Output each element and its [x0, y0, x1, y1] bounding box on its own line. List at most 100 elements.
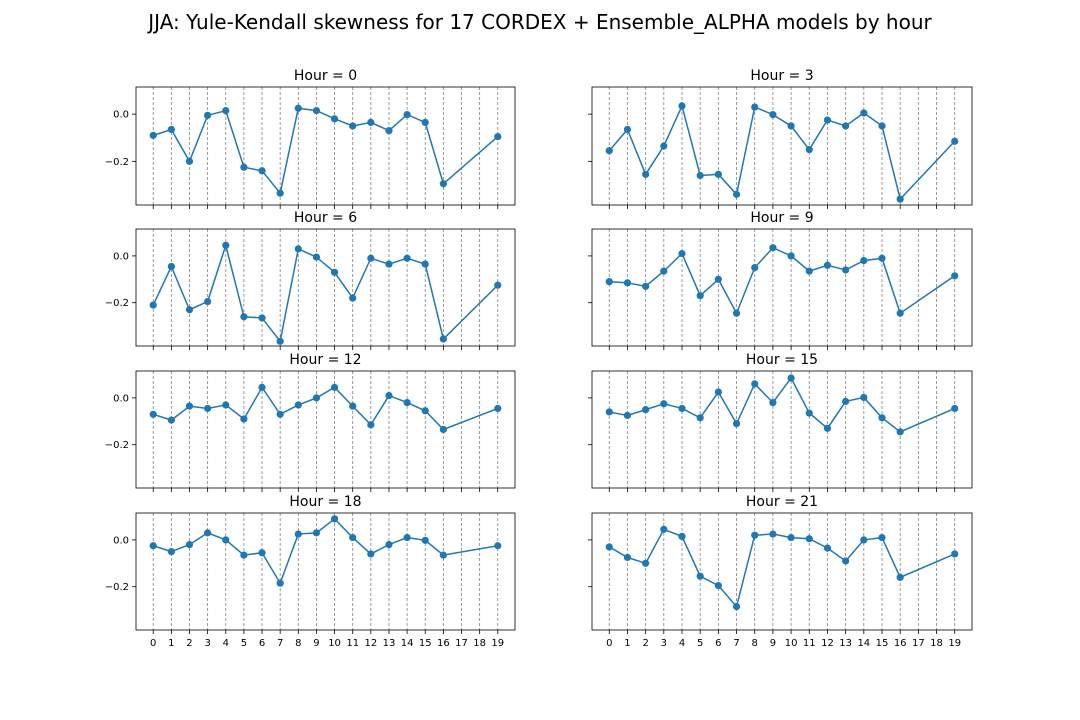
panel-title: Hour = 21	[746, 494, 818, 510]
y-tick-label: −0.2	[105, 298, 129, 309]
data-point	[258, 549, 266, 557]
data-point	[805, 535, 813, 543]
data-point	[185, 540, 194, 549]
x-tick-label: 9	[313, 638, 319, 649]
axes-frame	[591, 512, 973, 631]
data-point	[204, 111, 212, 119]
x-tick-label: 11	[803, 638, 816, 649]
data-point	[896, 309, 904, 317]
data-point	[823, 544, 832, 552]
data-point	[623, 411, 632, 420]
data-point	[860, 109, 868, 117]
y-tick-label: −0.2	[105, 440, 129, 451]
data-point	[294, 104, 302, 112]
data-point	[494, 132, 502, 141]
panel-6: Hour = 15	[588, 352, 973, 492]
panel-title: Hour = 18	[289, 494, 361, 510]
x-tick-label: 5	[697, 638, 703, 649]
x-tick-label: 15	[876, 638, 889, 649]
x-tick-label: 17	[912, 638, 925, 649]
data-point	[185, 306, 194, 314]
data-point	[751, 380, 759, 388]
data-point	[605, 278, 613, 286]
data-point	[842, 122, 850, 130]
series-line	[608, 528, 956, 609]
y-tick-label: 0.0	[113, 393, 129, 404]
x-tick-label: 0	[606, 638, 612, 649]
panel-3: 0.0 −0.2 Hour = 6	[105, 210, 516, 350]
x-tick-label: 18	[473, 638, 486, 649]
data-point	[385, 540, 393, 549]
x-tick-label: 4	[223, 638, 229, 649]
data-point	[951, 550, 959, 558]
data-point	[751, 264, 759, 272]
x-tick-label: 5	[241, 638, 247, 649]
data-point	[787, 252, 795, 260]
data-point	[787, 122, 795, 130]
x-tick-label: 16	[437, 638, 450, 649]
x-tick-label: 16	[894, 638, 907, 649]
data-point	[494, 404, 502, 413]
data-point	[605, 147, 613, 155]
data-point	[623, 279, 632, 287]
data-point	[860, 256, 868, 265]
data-point	[258, 383, 266, 391]
data-point	[951, 404, 959, 413]
data-point	[222, 107, 230, 115]
data-point	[149, 542, 157, 550]
data-point	[696, 414, 704, 422]
data-point	[805, 409, 813, 417]
data-point	[605, 408, 613, 416]
data-point	[787, 533, 795, 542]
x-tick-label: 6	[715, 638, 721, 649]
data-point	[714, 170, 722, 178]
y-tick-label: 0.0	[113, 251, 129, 262]
data-point	[823, 424, 832, 432]
series-line	[608, 103, 956, 201]
data-point	[276, 410, 284, 418]
data-point	[403, 254, 411, 262]
data-point	[330, 268, 339, 276]
data-point	[240, 551, 248, 559]
data-point	[349, 122, 357, 130]
data-point	[149, 131, 157, 139]
panel-2: Hour = 3	[588, 68, 973, 209]
x-tick-label: 14	[857, 638, 870, 649]
series-line	[152, 517, 498, 585]
x-tick-label: 10	[785, 638, 798, 649]
data-point	[149, 301, 157, 309]
data-point	[751, 103, 759, 111]
series-line	[609, 246, 956, 316]
data-point	[769, 398, 777, 407]
data-point	[403, 533, 411, 542]
data-point	[240, 415, 248, 423]
data-point	[678, 249, 686, 258]
data-point	[294, 401, 302, 409]
x-tick-label: 9	[770, 638, 776, 649]
axes-frame	[135, 228, 516, 347]
data-point	[204, 529, 212, 537]
data-point	[349, 402, 357, 410]
x-tick-label: 14	[401, 638, 414, 649]
data-point	[385, 260, 393, 268]
data-point	[660, 142, 668, 150]
data-point	[294, 245, 302, 253]
data-point	[330, 515, 339, 523]
panel-7: 0 1 2 3 4 5 6 7 8 9 10 11 12 13 14 15 16 17 18 190.0−0.2Hou…	[105, 494, 516, 649]
data-point	[222, 536, 230, 544]
data-point	[860, 393, 868, 402]
x-tick-label: 19	[948, 638, 961, 649]
data-point	[167, 262, 175, 271]
data-point	[678, 404, 686, 413]
data-point	[367, 254, 375, 262]
data-point	[642, 170, 650, 178]
panel-title: Hour = 15	[746, 352, 818, 368]
data-point	[312, 394, 321, 402]
data-point	[312, 529, 321, 537]
data-point	[349, 294, 357, 302]
x-tick-label: 12	[364, 638, 377, 649]
data-point	[258, 167, 266, 175]
data-point	[842, 266, 850, 274]
x-tick-label: 0	[150, 638, 156, 649]
